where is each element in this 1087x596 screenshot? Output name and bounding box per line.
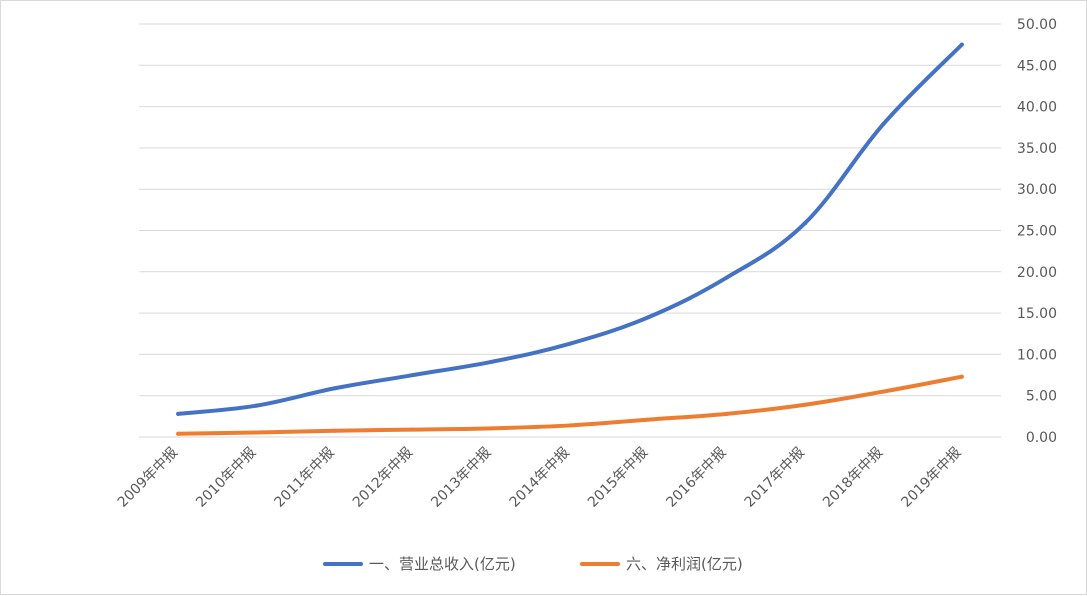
data-point <box>489 359 494 364</box>
data-point <box>176 431 181 436</box>
data-point <box>724 275 729 280</box>
x-tick-label: 2015年中报 <box>585 445 651 511</box>
data-point <box>803 221 808 226</box>
y-tick-label: 40.00 <box>1017 100 1057 116</box>
data-point <box>254 430 259 435</box>
data-point <box>568 341 572 346</box>
x-tick-label: 2011年中报 <box>272 445 338 511</box>
x-axis-ticks: 2009年中报 2010年中报 2011年中报 2012年中报 2013年中报 2014年… <box>115 445 965 511</box>
y-tick-label: 20.00 <box>1017 265 1057 281</box>
y-tick-label: 45.00 <box>1017 58 1057 74</box>
data-point <box>254 403 259 408</box>
y-tick-label: 25.00 <box>1017 224 1057 240</box>
data-point <box>489 426 494 431</box>
x-tick-label: 2019年中报 <box>898 445 964 511</box>
series-lines <box>176 42 964 436</box>
x-tick-label: 2013年中报 <box>428 445 494 511</box>
legend-label-net-profit: 六、净利润(亿元) <box>626 555 743 573</box>
data-point <box>959 42 964 47</box>
y-tick-label: 15.00 <box>1017 306 1057 322</box>
data-point <box>881 121 886 126</box>
data-point <box>803 402 808 407</box>
x-tick-label: 2010年中报 <box>193 445 259 511</box>
y-tick-label: 5.00 <box>1026 389 1057 405</box>
x-tick-label: 2017年中报 <box>742 445 808 511</box>
data-point <box>646 417 651 422</box>
y-tick-label: 50.00 <box>1017 17 1057 33</box>
series-line-revenue <box>176 42 964 416</box>
grid <box>139 23 1001 438</box>
y-tick-label: 30.00 <box>1017 182 1057 198</box>
x-tick-label: 2012年中报 <box>350 445 416 511</box>
x-tick-label: 2014年中报 <box>507 445 573 511</box>
data-point <box>176 411 181 416</box>
data-point <box>724 411 729 416</box>
data-point <box>332 386 337 391</box>
data-point <box>881 389 886 394</box>
data-point <box>411 427 416 432</box>
data-point <box>411 373 416 378</box>
y-tick-label: 10.00 <box>1017 347 1057 363</box>
data-point <box>332 428 337 433</box>
data-point <box>568 423 572 428</box>
y-tick-label: 35.00 <box>1017 141 1057 157</box>
y-axis-ticks: 0.00 5.00 10.00 15.00 20.00 25.00 30.00 35.00 40… <box>1017 17 1057 446</box>
legend: 一、营业总收入(亿元) 六、净利润(亿元) <box>323 555 743 573</box>
x-tick-label: 2018年中报 <box>820 445 886 511</box>
x-tick-label: 2009年中报 <box>115 445 181 511</box>
data-point <box>959 374 964 379</box>
data-point <box>646 315 651 320</box>
x-tick-label: 2016年中报 <box>663 445 729 511</box>
legend-label-revenue: 一、营业总收入(亿元) <box>369 555 516 573</box>
y-tick-label: 0.00 <box>1026 430 1057 446</box>
